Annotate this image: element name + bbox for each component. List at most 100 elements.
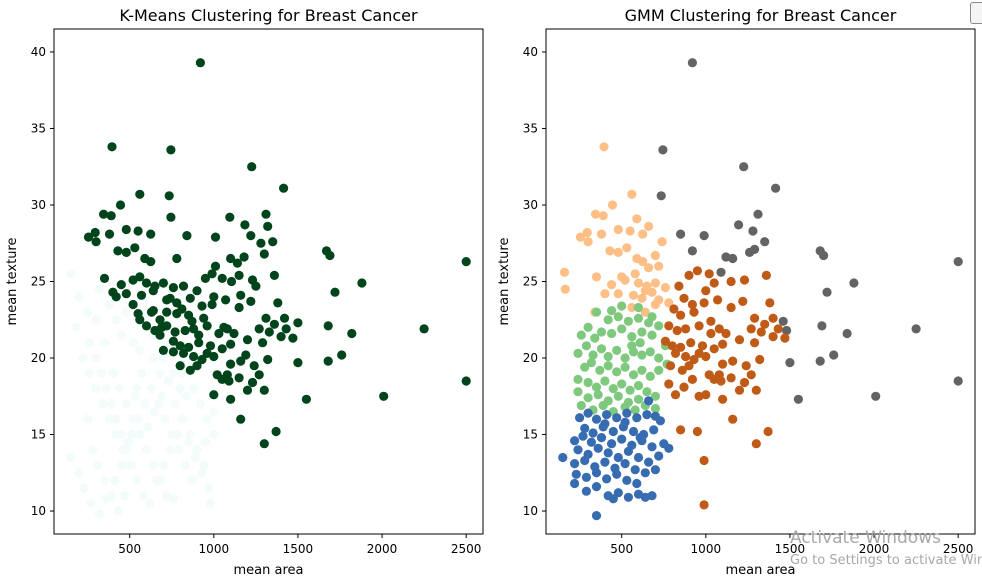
scatter-point — [760, 237, 770, 247]
x-tick-label: 1000 — [199, 542, 230, 556]
scatter-point — [654, 353, 664, 363]
scatter-point — [593, 443, 603, 453]
scatter-point — [131, 475, 141, 485]
scatter-point — [617, 272, 627, 282]
scatter-point — [716, 376, 726, 386]
x-axis-label: mean area — [234, 563, 304, 578]
scatter-point — [746, 370, 756, 380]
scatter-point — [192, 445, 202, 455]
scatter-point — [197, 301, 207, 311]
scatter-point — [83, 414, 93, 424]
scatter-point — [155, 330, 165, 340]
scatter-point — [148, 306, 158, 316]
scatter-point — [620, 362, 630, 372]
scatter-point — [101, 494, 111, 504]
scatter-point — [650, 250, 661, 261]
scatter-point — [596, 327, 607, 337]
scatter-point — [650, 391, 661, 401]
scatter-point — [184, 437, 194, 447]
scatter-point — [625, 226, 635, 236]
scatter-point — [637, 293, 647, 303]
scatter-point — [761, 270, 772, 280]
scatter-point — [107, 142, 117, 152]
scatter-point — [713, 295, 723, 305]
scatter-point — [210, 261, 221, 271]
scatter-point — [111, 315, 121, 325]
scatter-point — [135, 315, 145, 325]
toolbar-button[interactable] — [970, 2, 982, 24]
scatter-point — [242, 335, 253, 345]
scatter-point — [78, 353, 88, 363]
scatter-point — [687, 58, 698, 68]
scatter-point — [571, 469, 581, 479]
scatter-point — [101, 384, 111, 394]
scatter-point — [637, 350, 647, 360]
scatter-point — [692, 426, 703, 437]
scatter-point — [633, 381, 644, 391]
scatter-point — [146, 229, 156, 239]
scatter-point — [655, 416, 666, 426]
scatter-point — [591, 382, 602, 392]
scatter-point — [135, 189, 145, 199]
scatter-point — [849, 278, 859, 288]
scatter-point — [701, 351, 711, 362]
scatter-point — [750, 338, 760, 348]
scatter-point — [623, 492, 634, 502]
scatter-point — [638, 229, 648, 239]
scatter-point — [148, 286, 158, 296]
scatter-point — [236, 356, 246, 366]
scatter-point — [189, 351, 199, 362]
scatter-point — [738, 296, 748, 306]
scatter-point — [226, 394, 236, 404]
scatter-point — [583, 393, 593, 403]
y-tick-label: 35 — [31, 121, 46, 135]
scatter-point — [116, 460, 126, 470]
scatter-point — [670, 390, 681, 400]
scatter-point — [739, 377, 750, 388]
scatter-point — [91, 237, 101, 247]
scatter-point — [120, 491, 130, 501]
scatter-point — [126, 460, 136, 470]
scatter-point — [677, 365, 687, 375]
scatter-point — [158, 460, 168, 470]
scatter-point — [259, 249, 269, 259]
scatter-point — [623, 316, 634, 326]
scatter-point — [96, 368, 106, 378]
scatter-point — [136, 290, 147, 300]
scatter-point — [146, 257, 156, 267]
scatter-point — [93, 460, 103, 470]
scatter-point — [111, 292, 121, 302]
scatter-point — [94, 284, 104, 294]
scatter-point — [694, 321, 704, 331]
scatter-point — [694, 391, 704, 401]
scatter-point — [323, 321, 333, 331]
x-tick-label: 500 — [610, 542, 633, 556]
scatter-point — [617, 301, 627, 311]
scatter-point — [135, 429, 145, 440]
scatter-point — [586, 437, 597, 447]
scatter-point — [676, 310, 686, 320]
scatter-point — [637, 327, 647, 337]
scatter-point — [570, 478, 580, 489]
scatter-point — [111, 414, 121, 424]
scatter-point — [104, 414, 115, 424]
scatter-point — [607, 328, 617, 339]
scatter-point — [591, 272, 602, 282]
scatter-point — [168, 494, 178, 504]
scatter-point — [234, 270, 244, 280]
scatter-point — [177, 304, 187, 314]
scatter-point — [635, 433, 645, 443]
scatter-point — [603, 315, 613, 325]
scatter-point — [164, 191, 174, 201]
scatter-point — [600, 289, 610, 299]
scatter-point — [672, 325, 682, 336]
scatter-point — [750, 313, 760, 323]
scatter-point — [74, 468, 84, 478]
scatter-point — [613, 224, 623, 235]
scatter-point — [642, 410, 652, 420]
scatter-point — [128, 299, 138, 310]
scatter-point — [84, 368, 94, 378]
scatter-point — [625, 385, 635, 395]
scatter-point — [279, 313, 290, 323]
x-tick-label: 1000 — [691, 542, 722, 556]
